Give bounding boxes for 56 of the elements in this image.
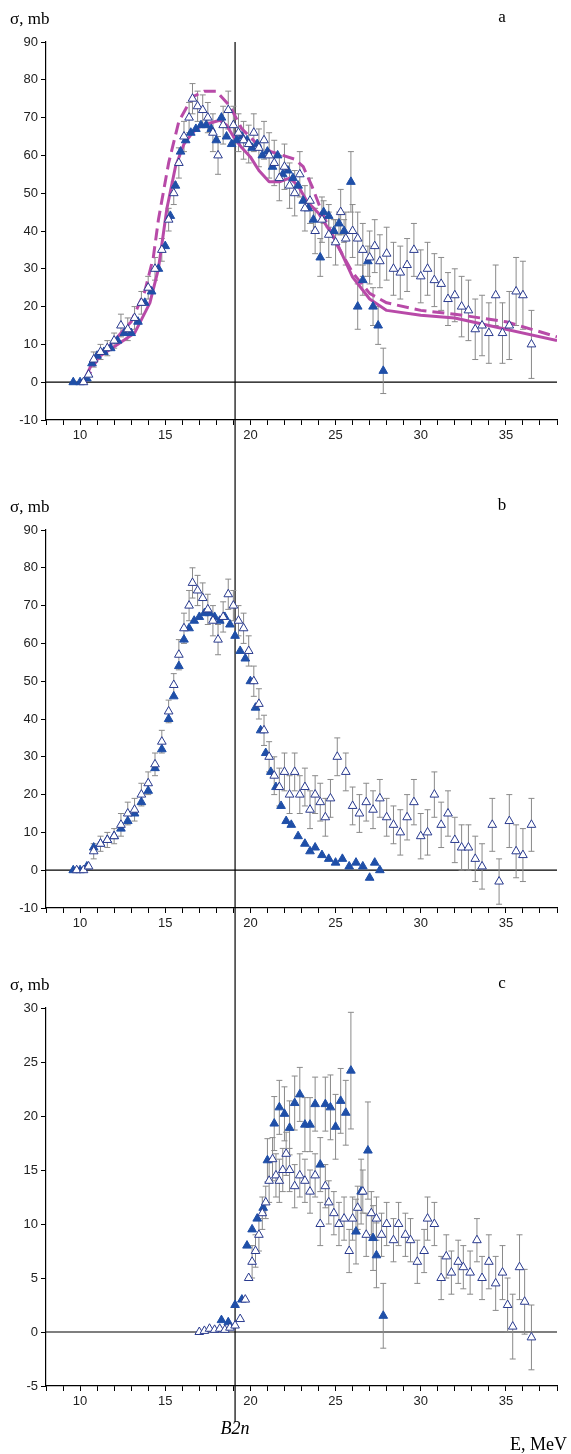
y-tick-label: 50 — [23, 184, 38, 200]
x-tick-label: 30 — [413, 1393, 428, 1409]
y-tick-label: 10 — [23, 1215, 38, 1231]
x-tick-label: 35 — [498, 915, 514, 931]
y-tick-label: 80 — [23, 71, 38, 87]
y-tick-label: 10 — [23, 823, 38, 839]
x-tick-label: 20 — [243, 427, 258, 443]
x-tick-label: 35 — [498, 1393, 514, 1409]
x-tick-label: 25 — [328, 915, 343, 931]
y-tick-label: 10 — [23, 335, 38, 351]
y-tick-label: 50 — [23, 672, 38, 688]
y-tick-label: 0 — [30, 373, 38, 389]
x-tick-label: 15 — [158, 427, 173, 443]
x-tick-label: 10 — [72, 1393, 88, 1409]
x-tick-label: 25 — [328, 427, 343, 443]
y-tick-label: 40 — [23, 222, 38, 238]
x-tick-label: 15 — [158, 1393, 173, 1409]
y-axis-title: σ, mb — [10, 9, 50, 28]
x-tick-label: 10 — [72, 915, 88, 931]
y-tick-label: 90 — [23, 521, 38, 537]
y-tick-label: 80 — [23, 559, 38, 575]
text: b — [497, 495, 507, 514]
x-tick-label: 30 — [413, 427, 428, 443]
y-tick-label: -10 — [19, 411, 38, 427]
y-tick-label: 0 — [30, 1323, 38, 1339]
y-tick-label: 30 — [23, 999, 38, 1015]
x-tick-label: 25 — [328, 1393, 343, 1409]
y-tick-label: 0 — [30, 861, 38, 877]
y-tick-label: 40 — [23, 710, 38, 726]
y-tick-label: 70 — [23, 109, 38, 125]
y-tick-label: 20 — [23, 786, 38, 802]
y-axis-title: σ, mb — [10, 497, 50, 516]
y-tick-label: 70 — [23, 597, 38, 613]
x-tick-label: 35 — [498, 427, 514, 443]
y-tick-label: -5 — [26, 1377, 38, 1393]
y-tick-label: 60 — [23, 634, 38, 650]
text: c — [498, 973, 507, 992]
y-tick-label: 25 — [23, 1053, 38, 1069]
text: a — [498, 7, 507, 26]
y-tick-label: 30 — [23, 748, 38, 764]
y-tick-label: 20 — [23, 298, 38, 314]
x-tick-label: 10 — [72, 427, 88, 443]
y-tick-label: 30 — [23, 260, 38, 276]
x-tick-label: 30 — [413, 915, 428, 931]
y-tick-label: -10 — [19, 899, 38, 915]
y-axis-title: σ, mb — [10, 975, 50, 994]
x-tick-label: 15 — [158, 915, 173, 931]
ref-line-label: B2n — [220, 1418, 250, 1438]
y-tick-label: 90 — [23, 33, 38, 49]
y-tick-label: 15 — [23, 1161, 38, 1177]
x-tick-label: 20 — [243, 1393, 258, 1409]
x-tick-label: 20 — [243, 915, 258, 931]
y-tick-label: 20 — [23, 1107, 38, 1123]
y-tick-label: 5 — [30, 1269, 38, 1285]
y-tick-label: 60 — [23, 146, 38, 162]
x-axis-title: E, MeV — [510, 1434, 567, 1454]
